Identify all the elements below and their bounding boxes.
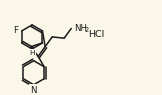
Text: HCl: HCl	[88, 30, 104, 38]
Text: F: F	[13, 26, 18, 35]
Text: N: N	[30, 86, 37, 95]
Text: NH: NH	[74, 24, 87, 33]
Text: H: H	[29, 50, 35, 56]
Text: 2: 2	[84, 27, 88, 33]
